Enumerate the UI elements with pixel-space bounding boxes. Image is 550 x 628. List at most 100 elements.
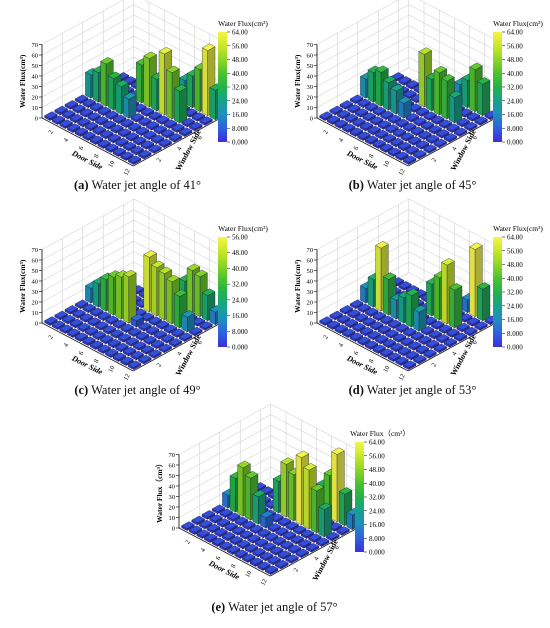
bar-top-face — [403, 327, 417, 335]
bar-top-face — [400, 337, 414, 345]
bar-top-face — [395, 356, 409, 364]
x-tick-label: 4 — [62, 342, 70, 349]
bar-top-face — [204, 533, 218, 541]
bar-top-face — [453, 127, 468, 135]
bar — [102, 120, 117, 130]
bar — [62, 314, 76, 325]
bar-top-face — [303, 463, 317, 471]
bar-top-face — [186, 263, 201, 271]
bar-top-face — [168, 338, 183, 346]
bar — [300, 529, 315, 539]
bar-front-face — [151, 76, 158, 112]
legend-tick-label: 8.000 — [507, 125, 523, 133]
bar-top-face — [69, 318, 84, 327]
bar-top-face — [199, 519, 213, 528]
bar-top-face — [244, 471, 259, 479]
bar-front-face — [449, 287, 455, 329]
bar-top-face — [398, 281, 412, 289]
bar-top-face — [264, 565, 279, 573]
bar-top-face — [262, 542, 276, 550]
bars-e — [181, 447, 360, 575]
bar-top-face — [189, 326, 203, 335]
bar-top-face — [184, 108, 198, 116]
legend-tick-label: 8.000 — [369, 535, 385, 543]
bar-top-face — [433, 138, 447, 146]
bar-top-face — [285, 554, 299, 562]
bar-top-face — [272, 536, 287, 544]
bar-top-face — [178, 332, 193, 340]
bar-top-face — [92, 125, 106, 134]
bar-top-face — [280, 540, 294, 548]
grid-line — [316, 219, 409, 271]
bar-top-face — [151, 260, 165, 268]
z-tick-label: 70 — [307, 42, 314, 49]
bar-top-face — [115, 137, 129, 146]
bar-top-face — [227, 512, 241, 520]
bar-top-face — [400, 132, 414, 140]
bar — [476, 282, 491, 322]
bar — [82, 303, 96, 314]
bar — [112, 147, 127, 157]
bar-top-face — [87, 112, 101, 120]
bar — [201, 510, 216, 520]
bar-top-face — [433, 343, 447, 351]
bar-front-face — [383, 79, 389, 111]
bar-top-face — [295, 450, 310, 458]
bar-top-face — [138, 117, 152, 125]
bar-top-face — [331, 447, 345, 455]
bar-top-face — [398, 76, 412, 84]
bar-top-face — [90, 102, 104, 110]
bar — [128, 327, 142, 338]
y-tick-label: 6 — [333, 544, 341, 551]
bar-top-face — [112, 352, 127, 360]
bar — [436, 129, 450, 139]
z-tick-label: 40 — [169, 484, 176, 491]
y-tick-label: 2 — [155, 157, 163, 163]
bar-top-face — [102, 120, 117, 128]
bar — [120, 323, 134, 334]
legend-colorbar — [218, 237, 227, 347]
bar-top-face — [334, 119, 348, 127]
axis-line — [407, 115, 501, 167]
bar-top-face — [392, 333, 407, 341]
bar-top-face — [221, 531, 236, 540]
bar — [456, 117, 470, 128]
bar-front-face — [469, 246, 476, 318]
bar-front-face — [273, 478, 279, 514]
bar-front-face — [331, 451, 338, 523]
bar-top-face — [387, 114, 402, 122]
bar-top-face — [125, 337, 139, 345]
x-tick-label: 12 — [397, 373, 406, 382]
y-tick-label: 2 — [155, 362, 163, 368]
bar-top-face — [431, 115, 445, 123]
bar-front-face — [375, 245, 382, 312]
bar-top-face — [357, 303, 371, 311]
bar-front-face — [85, 71, 92, 99]
bar — [453, 127, 468, 137]
legend-tick-label: 16.00 — [507, 316, 523, 324]
bar-top-face — [377, 120, 392, 128]
grid-line — [178, 445, 271, 497]
z-tick-label: 0 — [172, 526, 175, 533]
bar-top-face — [74, 332, 89, 340]
bar-top-face — [372, 139, 386, 147]
bar — [77, 322, 91, 333]
legend-title: Water Flux（cm³） — [350, 429, 410, 438]
bar-top-face — [295, 548, 309, 556]
bar — [420, 326, 435, 336]
bar-top-face — [158, 47, 173, 55]
bar-top-face — [418, 130, 432, 138]
bar — [375, 334, 389, 345]
z-tick-label: 60 — [32, 258, 39, 265]
bar-top-face — [156, 320, 170, 328]
bar — [199, 116, 213, 126]
bar-top-face — [423, 316, 437, 324]
bar-top-face — [191, 317, 206, 325]
bar-top-face — [392, 128, 407, 136]
bar-top-face — [249, 557, 264, 565]
bar-top-face — [334, 324, 348, 332]
bar-top-face — [74, 299, 89, 307]
bar — [387, 147, 402, 157]
bar — [431, 320, 445, 330]
bar-top-face — [395, 151, 409, 159]
